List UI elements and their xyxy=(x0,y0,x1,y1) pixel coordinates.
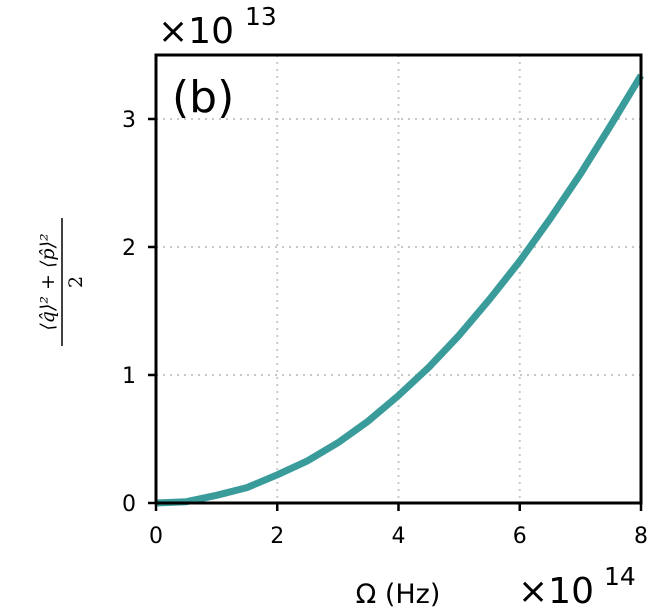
x-multiplier: ×10 14 xyxy=(518,562,636,608)
series-layer xyxy=(155,73,644,507)
x-tick-label: 4 xyxy=(392,524,406,549)
x-multiplier-exp: 14 xyxy=(604,562,636,591)
y-tick-label: 1 xyxy=(122,364,136,389)
x-multiplier-base: ×10 xyxy=(518,571,594,608)
x-axis-ticks: 0 2 4 6 8 xyxy=(149,503,648,549)
y-axis-ticks: 0 1 2 3 xyxy=(122,108,156,517)
x-tick-label: 6 xyxy=(513,524,527,549)
y-tick-label: 2 xyxy=(122,236,136,261)
series-line xyxy=(155,73,644,507)
y-axis-label-numerator: ⟨q̂⟩² + ⟨p̂⟩² xyxy=(37,233,59,330)
x-tick-label: 0 xyxy=(149,524,163,549)
panel-label: (b) xyxy=(172,72,234,123)
y-multiplier-base: ×10 xyxy=(158,11,234,52)
y-axis-label: ⟨q̂⟩² + ⟨p̂⟩² 2 xyxy=(37,218,87,346)
y-tick-label: 0 xyxy=(122,492,136,517)
y-multiplier: ×10 13 xyxy=(158,2,277,52)
y-tick-label: 3 xyxy=(122,108,136,133)
x-axis-label: Ω (Hz) xyxy=(356,579,441,608)
x-tick-label: 2 xyxy=(270,524,284,549)
x-tick-label: 8 xyxy=(634,524,648,549)
y-multiplier-exp: 13 xyxy=(245,2,277,31)
y-axis-label-denominator: 2 xyxy=(65,276,87,288)
